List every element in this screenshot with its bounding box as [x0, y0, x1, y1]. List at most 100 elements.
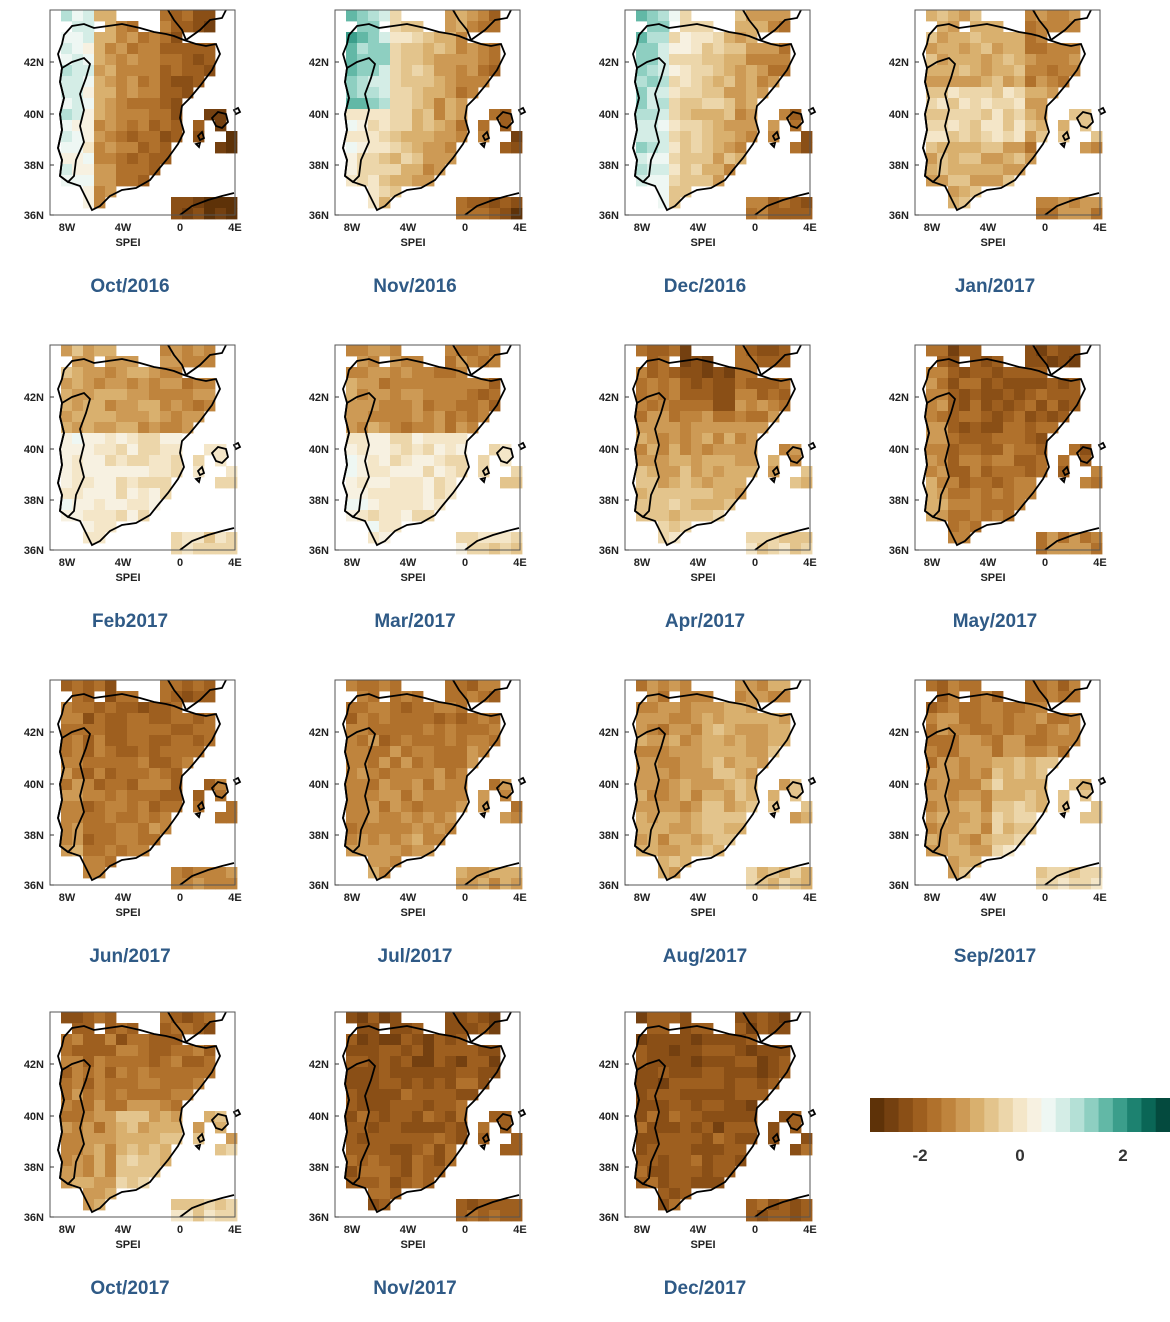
spei-cell — [467, 87, 479, 99]
colorbar-swatch — [927, 1098, 943, 1132]
spei-cell — [127, 702, 139, 714]
spei-cell — [691, 746, 703, 758]
spei-cell — [160, 422, 172, 434]
spei-cell — [981, 98, 993, 110]
spei-cell — [702, 713, 714, 725]
spei-cell — [116, 378, 128, 390]
spei-cell — [746, 411, 758, 423]
spei-cell — [992, 43, 1004, 55]
spei-cell — [948, 713, 960, 725]
spei-cell — [445, 691, 457, 703]
spei-cell — [478, 746, 490, 758]
spei-cell — [801, 532, 813, 544]
spei-cell — [970, 823, 982, 835]
spei-cell — [658, 367, 670, 379]
spei-cell — [390, 1111, 402, 1123]
spei-cell — [193, 878, 205, 890]
spei-cell — [647, 1122, 659, 1134]
spei-cell — [1080, 120, 1092, 132]
spei-cell — [215, 878, 227, 890]
spei-cell — [790, 142, 802, 154]
spei-cell — [702, 87, 714, 99]
spei-cell — [105, 175, 117, 187]
spei-cell — [757, 356, 769, 368]
spei-cell — [171, 691, 183, 703]
spei-cell — [193, 455, 205, 467]
spei-cell — [937, 87, 949, 99]
spei-cell — [116, 455, 128, 467]
lon-tick-label: 0 — [1042, 222, 1048, 234]
spei-cell — [467, 724, 479, 736]
spei-cell — [346, 834, 358, 846]
spei-cell — [346, 1155, 358, 1167]
lon-tick-label: 8W — [344, 892, 361, 904]
spei-cell — [379, 1155, 391, 1167]
spei-cell — [489, 532, 501, 544]
spei-cell — [959, 477, 971, 489]
spei-cell — [72, 411, 84, 423]
spei-cell — [456, 779, 468, 791]
spei-cell — [970, 87, 982, 99]
spei-cell — [368, 345, 380, 357]
spei-cell — [926, 76, 938, 88]
spei-cell — [680, 1111, 692, 1123]
spei-cell — [1025, 131, 1037, 143]
spei-cell — [94, 175, 106, 187]
spei-cell — [1025, 356, 1037, 368]
spei-cell — [757, 691, 769, 703]
spei-cell — [478, 411, 490, 423]
spei-cell — [1003, 768, 1015, 780]
spei-cell — [72, 1078, 84, 1090]
spei-cell — [478, 76, 490, 88]
spei-cell — [478, 1067, 490, 1079]
spei-cell — [801, 801, 813, 813]
spei-cell — [489, 10, 501, 22]
spei-cell — [970, 411, 982, 423]
spei-cell — [83, 175, 95, 187]
spei-cell — [379, 43, 391, 55]
spei-cell — [357, 1067, 369, 1079]
spei-cell — [647, 175, 659, 187]
spei-cell — [1058, 543, 1070, 555]
spei-cell — [680, 477, 692, 489]
spei-cell — [669, 812, 681, 824]
spei-cell — [636, 790, 648, 802]
spei-cell — [94, 1034, 106, 1046]
spei-cell — [691, 400, 703, 412]
spei-cell — [724, 477, 736, 489]
spei-cell — [72, 746, 84, 758]
spei-cell — [1025, 142, 1037, 154]
spei-cell — [511, 466, 523, 478]
spei-cell — [992, 411, 1004, 423]
spei-cell — [171, 131, 183, 143]
spei-cell — [779, 389, 791, 401]
lat-tick-label: 40N — [889, 444, 909, 456]
spei-cell — [412, 109, 424, 121]
spei-cell — [467, 1067, 479, 1079]
spei-cell — [72, 768, 84, 780]
map-caption: Sep/2017 — [953, 946, 1037, 967]
spei-cell — [456, 109, 468, 121]
spei-cell — [116, 1166, 128, 1178]
spei-cell — [390, 812, 402, 824]
spei-cell — [680, 823, 692, 835]
spei-cell — [445, 1078, 457, 1090]
spei-cell — [1036, 131, 1048, 143]
spei-cell — [368, 812, 380, 824]
spei-cell — [647, 87, 659, 99]
spei-cell — [937, 120, 949, 132]
spei-cell — [467, 543, 479, 555]
spei-cell — [735, 1023, 747, 1035]
spei-cell — [72, 153, 84, 165]
spei-cell — [357, 444, 369, 456]
lon-tick-label: 4W — [400, 557, 417, 569]
spei-cell — [680, 801, 692, 813]
spei-cell — [680, 120, 692, 132]
spei-cell — [669, 422, 681, 434]
spei-cell — [160, 691, 172, 703]
spei-cell — [193, 208, 205, 220]
spei-cell — [735, 32, 747, 44]
spei-cell — [105, 1034, 117, 1046]
